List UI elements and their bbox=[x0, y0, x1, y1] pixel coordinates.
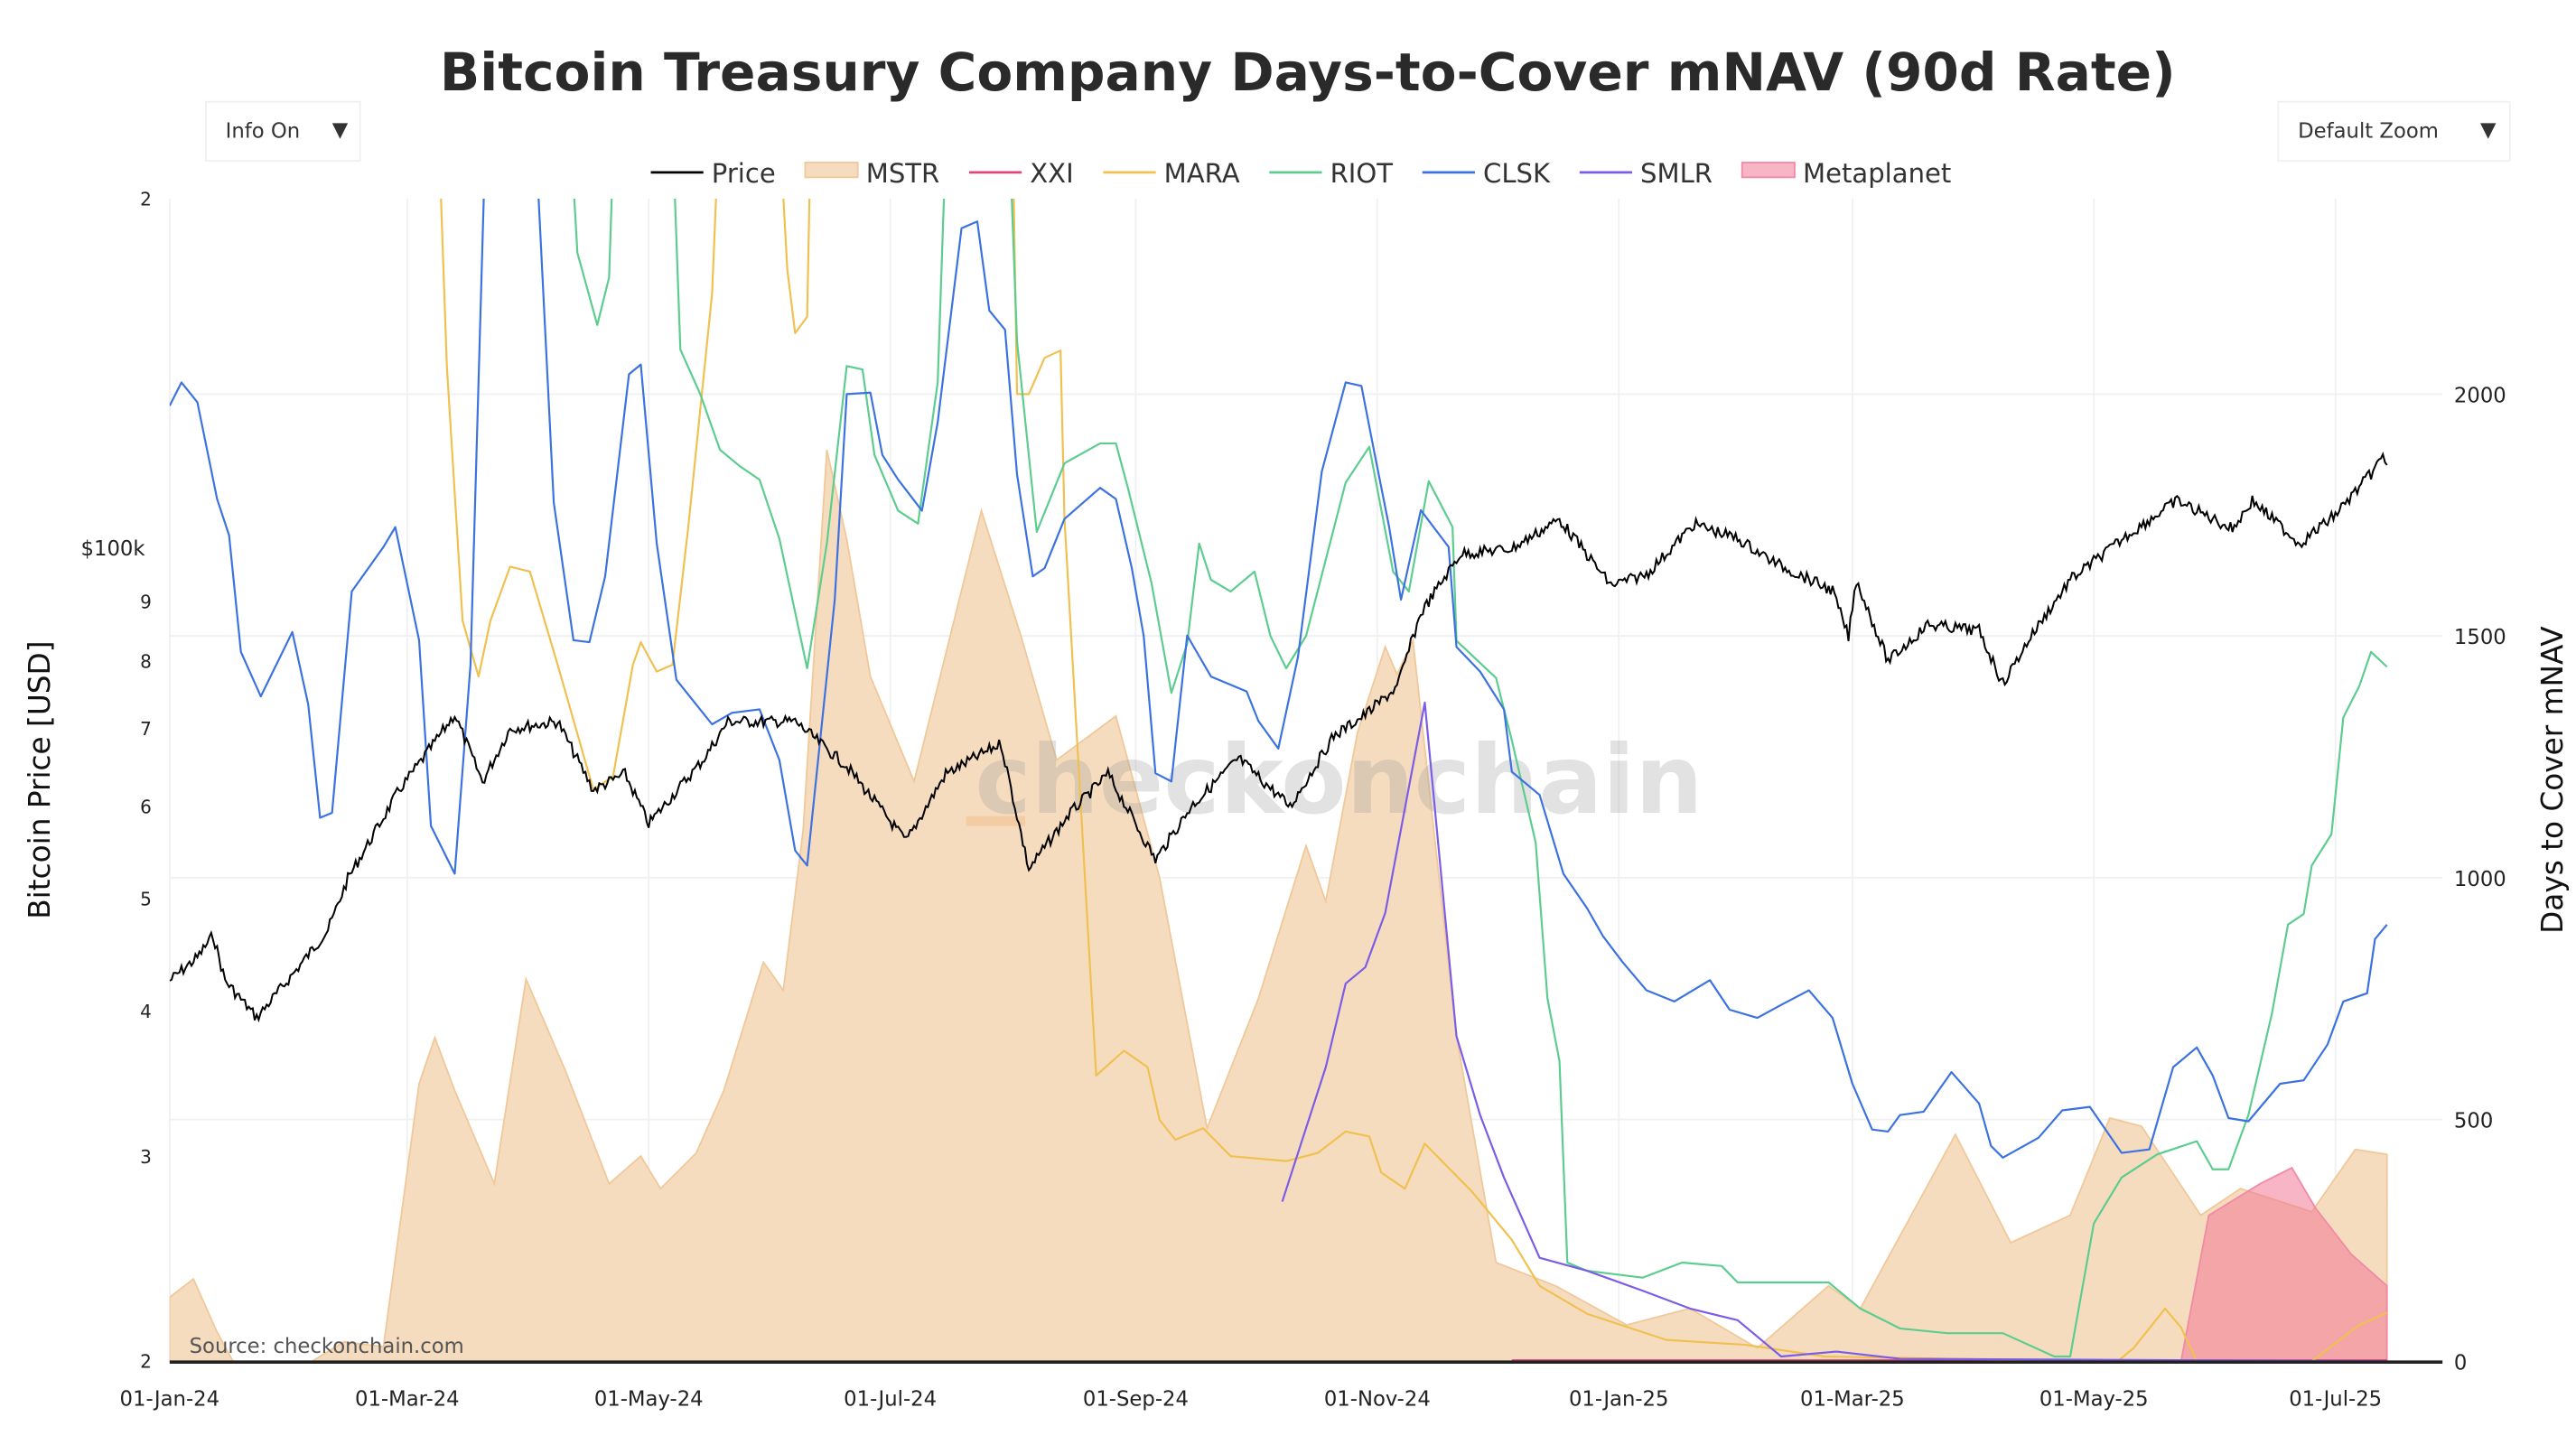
legend: Price MSTR XXI MARA RIOT CLSK SMLR Metaplanet bbox=[650, 158, 1952, 189]
legend-swatch bbox=[804, 162, 859, 179]
left-tick-label: 5 bbox=[140, 888, 152, 909]
legend-label: CLSK bbox=[1483, 158, 1551, 189]
right-tick-label: 1000 bbox=[2454, 868, 2506, 891]
series-line-clsk bbox=[169, 199, 2388, 1159]
series-layer: checkonchain bbox=[169, 199, 2388, 1363]
left-tick-label: 7 bbox=[140, 718, 152, 740]
legend-label: XXI bbox=[1030, 158, 1073, 189]
legend-label: MSTR bbox=[866, 158, 940, 189]
left-tick-label: 2 bbox=[140, 1351, 152, 1373]
left-axis-title: Bitcoin Price [USD] bbox=[23, 641, 57, 919]
legend-label: MARA bbox=[1164, 158, 1240, 189]
legend-item-mara[interactable]: MARA bbox=[1103, 158, 1240, 189]
legend-item-metaplanet[interactable]: Metaplanet bbox=[1741, 158, 1952, 189]
left-tick-label: 8 bbox=[140, 651, 152, 673]
legend-label: Metaplanet bbox=[1803, 158, 1951, 189]
watermark: checkonchain bbox=[975, 724, 1703, 835]
series-line-price bbox=[169, 451, 2388, 1023]
series-line-riot bbox=[573, 199, 2388, 1358]
legend-swatch bbox=[1741, 162, 1796, 179]
info-toggle-dropdown[interactable]: Info On ▼ bbox=[204, 100, 361, 163]
caret-down-icon: ▼ bbox=[2480, 118, 2497, 142]
axes: 01-Jan-24 01-Mar-24 01-May-24 01-Jul-24 01-S… bbox=[81, 188, 2506, 1411]
x-tick-label: 01-May-25 bbox=[2039, 1387, 2149, 1411]
left-tick-label: 9 bbox=[140, 592, 152, 613]
right-tick-label: 2000 bbox=[2454, 384, 2506, 407]
right-axis-title: Days to Cover mNAV bbox=[2535, 626, 2570, 934]
zoom-dropdown[interactable]: Default Zoom ▼ bbox=[2277, 100, 2511, 163]
legend-item-mstr[interactable]: MSTR bbox=[804, 158, 940, 189]
series-area-metaplanet bbox=[2179, 1166, 2388, 1363]
left-tick-label: $100k bbox=[81, 537, 146, 561]
x-tick-label: 01-Sep-24 bbox=[1083, 1387, 1189, 1411]
left-tick-label: 2 bbox=[140, 188, 152, 210]
legend-label: Price bbox=[712, 158, 776, 189]
left-tick-label: 3 bbox=[140, 1146, 152, 1168]
right-tick-label: 500 bbox=[2454, 1110, 2493, 1133]
legend-label: RIOT bbox=[1330, 158, 1394, 189]
watermark-underscore bbox=[966, 816, 1026, 826]
left-tick-label: 4 bbox=[140, 1001, 152, 1022]
x-tick-label: 01-May-24 bbox=[594, 1387, 704, 1411]
series-line-smlr bbox=[1281, 701, 2387, 1363]
legend-item-smlr[interactable]: SMLR bbox=[1579, 158, 1713, 189]
right-tick-label: 1500 bbox=[2454, 626, 2506, 649]
zoom-dropdown-label: Default Zoom bbox=[2298, 120, 2439, 144]
chart-title: Bitcoin Treasury Company Days-to-Cover m… bbox=[440, 42, 2176, 103]
right-tick-label: 0 bbox=[2454, 1351, 2467, 1375]
x-tick-label: 01-Jul-25 bbox=[2289, 1387, 2382, 1411]
x-tick-label: 01-Mar-24 bbox=[355, 1387, 460, 1411]
legend-item-price[interactable]: Price bbox=[650, 158, 776, 189]
caret-down-icon: ▼ bbox=[332, 118, 349, 142]
info-toggle-label: Info On bbox=[226, 120, 300, 144]
left-tick-label: 6 bbox=[140, 796, 152, 817]
legend-label: SMLR bbox=[1640, 158, 1713, 189]
legend-item-riot[interactable]: RIOT bbox=[1269, 158, 1393, 189]
x-tick-label: 01-Nov-24 bbox=[1324, 1387, 1431, 1411]
x-tick-label: 01-Jan-24 bbox=[120, 1387, 220, 1411]
source-note: Source: checkonchain.com bbox=[190, 1335, 464, 1358]
x-tick-label: 01-Mar-25 bbox=[1800, 1387, 1905, 1411]
x-tick-label: 01-Jan-25 bbox=[1569, 1387, 1669, 1411]
legend-item-xxi[interactable]: XXI bbox=[968, 158, 1074, 189]
legend-item-clsk[interactable]: CLSK bbox=[1422, 158, 1551, 189]
x-tick-label: 01-Jul-24 bbox=[844, 1387, 937, 1411]
series-area-mstr bbox=[169, 449, 2388, 1363]
